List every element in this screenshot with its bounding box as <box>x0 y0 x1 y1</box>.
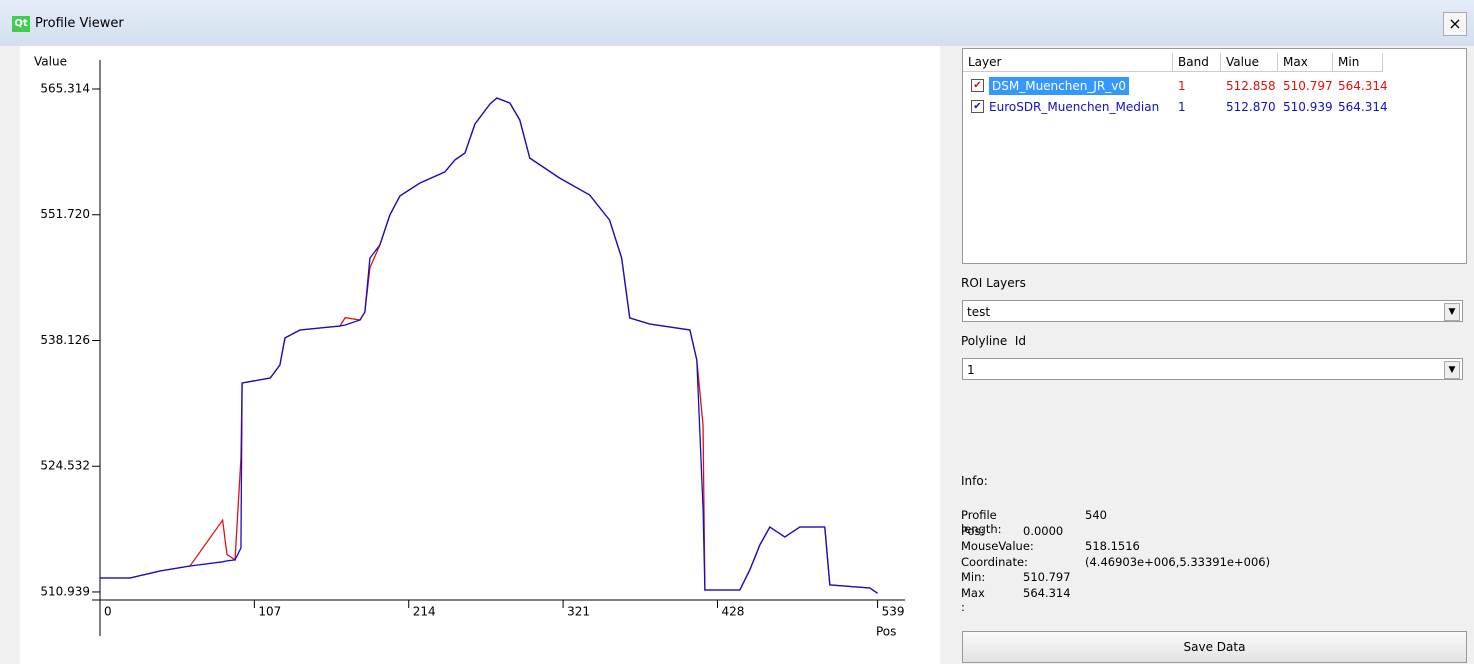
info-value: 0.0000 <box>1023 524 1063 538</box>
x-tick-label: 107 <box>258 605 281 619</box>
table-cell: 512.870 <box>1226 98 1276 116</box>
column-header: Value <box>1221 53 1278 72</box>
info-value: 518.1516 <box>1085 539 1140 553</box>
save-button[interactable]: Save Data <box>962 631 1467 663</box>
table-cell: 510.797 <box>1283 77 1333 95</box>
y-axis-label: Value <box>34 55 67 69</box>
info-key: Pos: <box>961 524 984 538</box>
page: Qt Profile Viewer × Value Pos 510.939524… <box>0 0 1474 664</box>
roi-label: ROI Layers <box>961 276 1026 290</box>
roi-combo[interactable]: test ▼ <box>962 300 1463 322</box>
y-tick-label: 538.126 <box>40 333 90 347</box>
close-button[interactable]: × <box>1443 12 1467 36</box>
table-cell: 564.314 <box>1338 98 1388 116</box>
table-cell: 1 <box>1178 98 1186 116</box>
chart: Value Pos 510.939 524.532 538.126 551.720 56… <box>0 0 940 664</box>
profile-line <box>100 98 878 593</box>
x-tick-label: 214 <box>413 605 436 619</box>
table-cell: DSM_Muenchen_JR_v0 <box>989 77 1129 95</box>
info-value: 510.797 <box>1023 570 1071 584</box>
table-cell: 1 <box>1178 77 1186 95</box>
combo-arrow[interactable]: ▼ <box>1444 361 1460 379</box>
info-value: 540 <box>1085 508 1107 522</box>
info-key: MouseValue: <box>961 539 1034 553</box>
y-tick-label: 551.720 <box>40 207 90 221</box>
polyline-combo[interactable]: 1▼ <box>962 358 1463 380</box>
checkbox[interactable]: ✔ <box>971 79 984 92</box>
info-value: 564.314 <box>1023 586 1071 600</box>
combo-arrow[interactable]: ▼ <box>1444 303 1460 321</box>
x-tick-label: 428 <box>721 605 744 619</box>
roi-value: test <box>967 305 990 319</box>
column-header: Max <box>1278 53 1333 72</box>
polyline-label: Polyline Id <box>961 334 1026 348</box>
info-key: Max : <box>961 586 985 614</box>
info-value: (4.46903e+006,5.33391e+006) <box>1085 555 1270 569</box>
polyline-value: 1 <box>967 363 975 377</box>
table-cell: 564.314 <box>1338 77 1388 95</box>
profile-line <box>100 98 878 593</box>
info-key: Min: <box>961 570 985 584</box>
x-tick-label: 321 <box>567 605 590 619</box>
x-tick-label: 539 <box>882 605 905 619</box>
x-tick-label: 0 <box>104 605 112 619</box>
x-axis-label: Pos <box>876 625 896 639</box>
table-cell: EuroSDR_Muenchen_Median <box>989 98 1159 116</box>
table-cell: 510.939 <box>1283 98 1333 116</box>
y-tick-label: 524.532 <box>40 459 90 473</box>
column-header: Layer <box>963 53 1173 72</box>
info-title: Info: <box>961 474 988 488</box>
column-header: Band <box>1173 53 1221 72</box>
y-tick-label: 565.314 <box>40 82 90 96</box>
checkbox[interactable]: ✔ <box>971 100 984 113</box>
table-cell: 512.858 <box>1226 77 1276 95</box>
column-header: Min <box>1333 53 1383 72</box>
y-tick-label: 510.939 <box>40 584 90 598</box>
info-key: Coordinate: <box>961 555 1028 569</box>
